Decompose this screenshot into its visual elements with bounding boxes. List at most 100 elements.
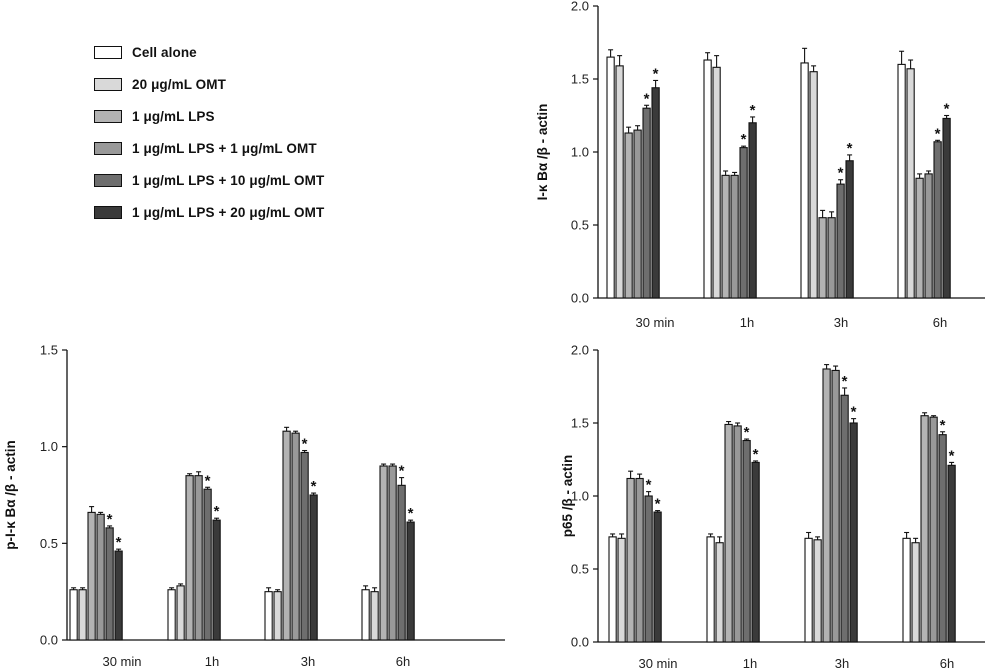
bar [635, 477, 644, 643]
x-tick-label: 6h [933, 315, 947, 330]
bar [87, 511, 96, 641]
bar [114, 550, 123, 641]
legend-label: 1 μg/mL LPS + 10 μg/mL OMT [132, 172, 325, 188]
significance-star: * [744, 424, 750, 441]
bar [915, 177, 924, 299]
bar [933, 141, 942, 299]
x-tick-label: 6h [396, 654, 410, 669]
significance-star: * [655, 496, 661, 513]
bar [406, 521, 415, 641]
x-tick-label: 1h [743, 656, 757, 669]
bar [69, 589, 78, 641]
y-tick-label: 1.5 [571, 416, 589, 431]
bar [309, 494, 318, 641]
significance-star: * [408, 505, 414, 522]
legend-item: 1 μg/mL LPS [94, 106, 324, 126]
bar [813, 539, 822, 643]
bar [800, 62, 809, 299]
y-tick-label: 0.5 [571, 218, 589, 233]
bar [105, 527, 114, 641]
bar [644, 495, 653, 643]
bar [388, 465, 397, 641]
bar [733, 425, 742, 643]
bar [845, 160, 854, 299]
significance-star: * [847, 140, 853, 157]
bar [906, 68, 915, 299]
bar [822, 368, 831, 643]
bar [651, 87, 660, 299]
x-tick-label: 6h [940, 656, 954, 669]
x-tick-label: 30 min [102, 654, 141, 669]
y-tick-label: 1.5 [571, 72, 589, 87]
bar [902, 537, 911, 643]
y-tick-label: 1.0 [571, 145, 589, 160]
bar [739, 147, 748, 299]
significance-star: * [949, 447, 955, 464]
bar [836, 183, 845, 299]
bar [633, 129, 642, 299]
significance-star: * [107, 511, 113, 528]
significance-star: * [940, 417, 946, 434]
significance-star: * [214, 503, 220, 520]
bar [804, 537, 813, 643]
legend-label: 20 μg/mL OMT [132, 76, 226, 92]
bar [370, 591, 379, 641]
bar [809, 71, 818, 299]
bar [706, 536, 715, 643]
significance-star: * [935, 125, 941, 142]
bar [617, 537, 626, 643]
bar [947, 464, 956, 643]
significance-star: * [944, 101, 950, 118]
significance-star: * [205, 472, 211, 489]
bar [703, 59, 712, 299]
legend-swatch [94, 205, 122, 219]
bar [624, 132, 633, 299]
bar [911, 542, 920, 643]
bar [273, 591, 282, 641]
significance-star: * [750, 102, 756, 119]
significance-star: * [644, 90, 650, 107]
y-axis-title: p-I-κ Bα /β - actin [3, 440, 18, 550]
x-tick-label: 30 min [635, 315, 674, 330]
y-tick-label: 0.0 [571, 635, 589, 650]
bar [176, 585, 185, 641]
bar [924, 173, 933, 299]
bar [203, 488, 212, 641]
bar [96, 513, 105, 641]
bar [827, 217, 836, 299]
bar [361, 589, 370, 641]
bar [942, 117, 951, 299]
bar [840, 394, 849, 643]
significance-star: * [399, 463, 405, 480]
legend-label: 1 μg/mL LPS + 1 μg/mL OMT [132, 140, 317, 156]
bar [606, 56, 615, 299]
bar [721, 174, 730, 299]
significance-star: * [838, 165, 844, 182]
bar [715, 542, 724, 643]
legend-swatch [94, 173, 122, 187]
bar [282, 430, 291, 641]
bar [653, 511, 662, 643]
y-tick-label: 0.5 [40, 536, 58, 551]
bar [300, 451, 309, 641]
significance-star: * [302, 436, 308, 453]
significance-star: * [311, 478, 317, 495]
bar [185, 475, 194, 641]
legend-label: 1 μg/mL LPS + 20 μg/mL OMT [132, 204, 325, 220]
bar [194, 475, 203, 641]
significance-star: * [653, 65, 659, 82]
bar [748, 122, 757, 299]
bar [608, 536, 617, 643]
bar [397, 484, 406, 641]
y-tick-label: 0.0 [571, 291, 589, 306]
bar [818, 217, 827, 299]
chart-panel-0: 0.00.51.01.52.0I-κ Bα /β - actin**30 min… [535, 0, 985, 330]
legend-item: 1 μg/mL LPS + 10 μg/mL OMT [94, 170, 324, 190]
bar [212, 519, 221, 641]
legend-swatch [94, 45, 122, 59]
significance-star: * [753, 446, 759, 463]
y-tick-label: 0.0 [40, 633, 58, 648]
bar [751, 461, 760, 643]
bar [929, 416, 938, 643]
